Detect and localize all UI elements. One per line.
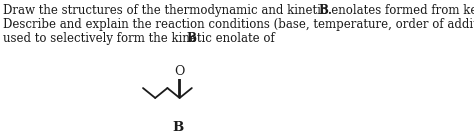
Text: B: B: [173, 121, 184, 134]
Text: used to selectively form the kinetic enolate of: used to selectively form the kinetic eno…: [3, 32, 278, 45]
Text: B: B: [187, 32, 197, 45]
Text: Draw the structures of the thermodynamic and kinetic enolates formed from ketone: Draw the structures of the thermodynamic…: [3, 4, 474, 17]
Text: .: .: [191, 32, 195, 45]
Text: O: O: [174, 65, 185, 78]
Text: Describe and explain the reaction conditions (base, temperature, order of additi: Describe and explain the reaction condit…: [3, 18, 474, 31]
Text: B.: B.: [319, 4, 332, 17]
